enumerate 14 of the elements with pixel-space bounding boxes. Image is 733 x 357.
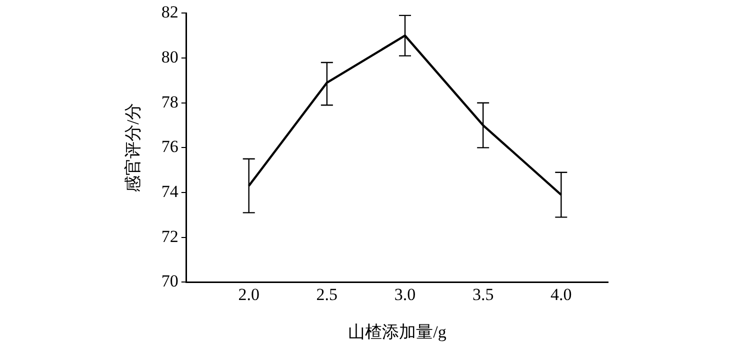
- x-tick-label: 2.5: [316, 284, 338, 304]
- y-tick-label: 72: [161, 226, 178, 246]
- x-tick-label: 4.0: [550, 284, 572, 304]
- y-tick-label: 78: [161, 92, 178, 112]
- y-tick-label: 76: [161, 137, 178, 156]
- x-axis-title: 山楂添加量/g: [348, 322, 447, 342]
- y-tick-label: 74: [161, 182, 179, 201]
- y-axis-title: 感官评分/分: [124, 102, 143, 193]
- x-tick-label: 2.0: [238, 284, 260, 304]
- y-tick-label: 82: [161, 2, 178, 22]
- x-tick-label: 3.5: [472, 284, 494, 304]
- x-tick-label: 3.0: [394, 284, 416, 304]
- y-tick-label: 70: [161, 272, 178, 291]
- y-tick-label: 80: [161, 48, 178, 66]
